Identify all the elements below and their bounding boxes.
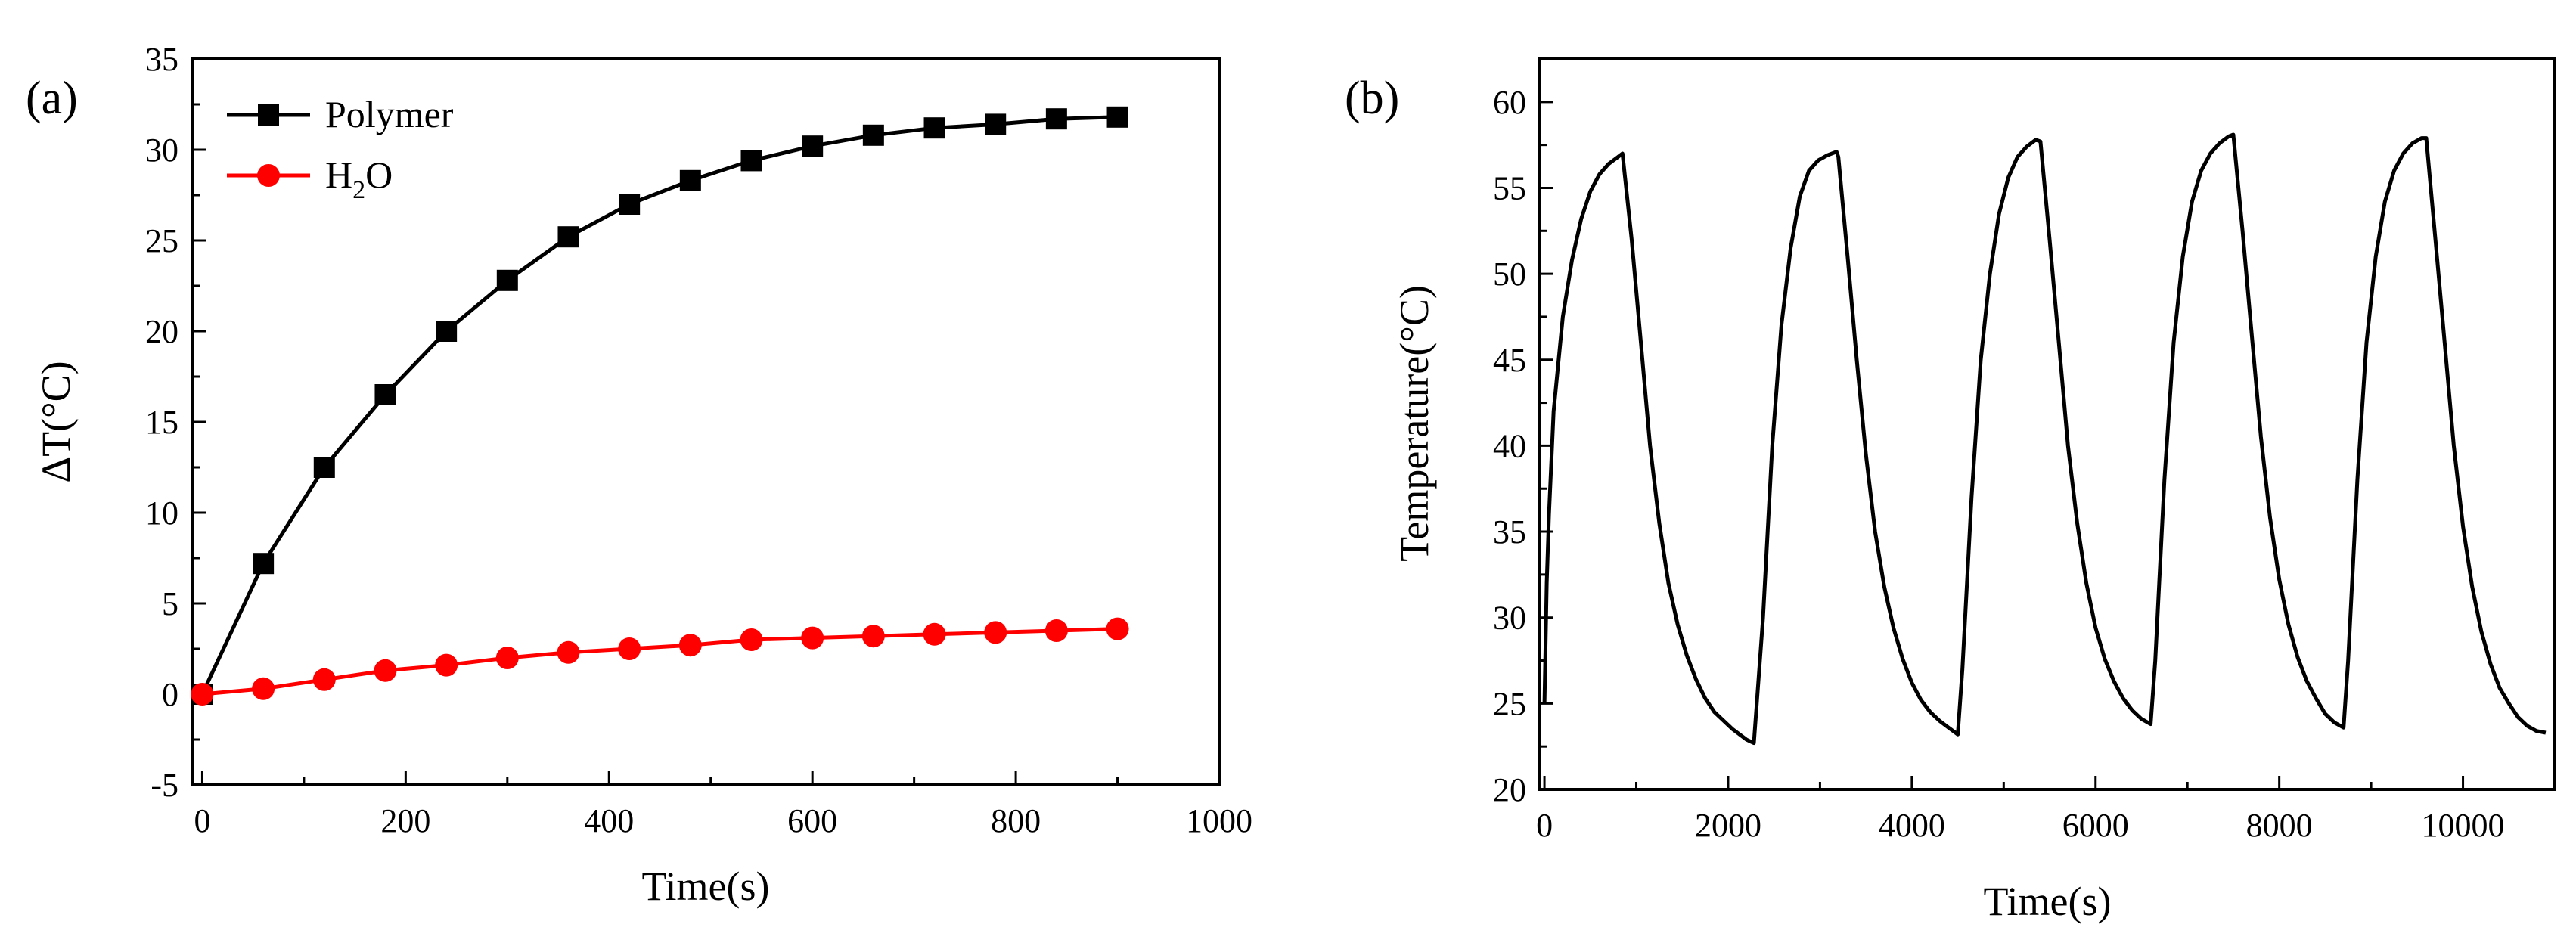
panel-a-label: (a) <box>26 73 78 124</box>
data-point-polymer <box>923 117 945 139</box>
x-tick-label: 4000 <box>1879 807 1945 844</box>
y-tick-label: 35 <box>1493 513 1526 550</box>
data-point-polymer <box>496 269 518 291</box>
x-tick-label: 400 <box>584 802 634 839</box>
x-tick-label: 10000 <box>2422 807 2505 844</box>
legend-label-h2o-main: H <box>325 154 352 196</box>
legend-marker-h2o <box>257 164 280 187</box>
x-tick-label: 200 <box>380 802 430 839</box>
y-tick-label: 60 <box>1493 84 1526 121</box>
data-point-polymer <box>374 384 396 405</box>
data-point-h2o <box>618 637 641 660</box>
data-point-h2o <box>923 622 946 646</box>
y-tick-label: 25 <box>145 222 178 259</box>
data-point-h2o <box>435 653 458 677</box>
data-point-h2o <box>801 626 824 650</box>
data-point-polymer <box>679 169 701 191</box>
series-line-polymer <box>200 115 1118 696</box>
y-tick-label: 35 <box>145 41 178 78</box>
data-point-polymer <box>619 194 641 215</box>
data-point-h2o <box>861 625 885 648</box>
panel-b-y-axis-label: Temperature(°C) <box>1392 285 1437 562</box>
legend-label-h2o: H2O <box>325 154 393 204</box>
y-tick-label: 20 <box>145 313 178 350</box>
y-tick-label: 55 <box>1493 169 1526 206</box>
data-point-h2o <box>1106 617 1129 640</box>
y-tick-label: 50 <box>1493 256 1526 293</box>
data-point-polymer <box>436 321 458 342</box>
x-tick-label: 0 <box>194 802 210 839</box>
panel-a-x-axis-label: Time(s) <box>641 864 769 909</box>
y-tick-label: 30 <box>1493 600 1526 637</box>
y-tick-label: 25 <box>1493 685 1526 722</box>
legend-marker-polymer <box>258 104 279 126</box>
y-tick-label: 15 <box>145 404 178 441</box>
legend-label-h2o-subscript: 2 <box>352 176 365 204</box>
data-point-polymer <box>802 135 824 157</box>
panel-b-label: (b) <box>1345 73 1399 124</box>
x-tick-label: 0 <box>1536 807 1553 844</box>
y-tick-label: 30 <box>145 132 178 169</box>
y-tick-label: 10 <box>145 495 178 532</box>
series-line-temperature <box>1542 132 2547 746</box>
x-tick-label: 800 <box>991 802 1041 839</box>
x-tick-label: 2000 <box>1695 807 1761 844</box>
x-tick-label: 6000 <box>2062 807 2129 844</box>
y-tick-label: -5 <box>151 767 178 804</box>
y-tick-label: 45 <box>1493 342 1526 379</box>
data-point-h2o <box>1044 619 1068 642</box>
series-line-h2o <box>202 627 1118 696</box>
data-point-polymer <box>253 553 275 575</box>
panel-a-y-axis-label: ΔT(°C) <box>33 361 79 482</box>
data-point-polymer <box>557 226 579 248</box>
panel-a-chart: (a) 0 200 400 600 800 1000 -5 0 5 10 15 20 25 30 35 Po… <box>26 41 1252 909</box>
panel-b-plot-frame <box>1538 57 2556 791</box>
panel-b-x-axis-label: Time(s) <box>1983 879 2111 924</box>
data-point-polymer <box>313 457 335 478</box>
data-point-polymer <box>862 124 884 146</box>
x-tick-label: 8000 <box>2246 807 2313 844</box>
data-point-h2o <box>312 668 336 691</box>
data-point-polymer <box>1045 108 1067 130</box>
data-point-h2o <box>374 659 397 682</box>
y-tick-label: 40 <box>1493 427 1526 464</box>
data-point-h2o <box>557 640 580 664</box>
legend-label-polymer: Polymer <box>325 93 454 135</box>
data-point-h2o <box>984 621 1007 644</box>
data-point-polymer <box>1106 106 1128 128</box>
data-point-h2o <box>191 683 214 706</box>
x-tick-label: 600 <box>787 802 837 839</box>
panel-a-legend: Polymer H2O <box>227 93 454 204</box>
data-point-h2o <box>740 628 763 651</box>
legend-label-h2o-tail: O <box>365 154 393 196</box>
data-point-h2o <box>678 634 702 657</box>
x-tick-label: 1000 <box>1186 802 1252 839</box>
panel-b-chart: (b) 0 2000 4000 6000 8000 10000 20 25 30 35 40 45 50… <box>1345 57 2556 924</box>
y-tick-label: 5 <box>162 585 178 622</box>
y-tick-label: 20 <box>1493 771 1526 808</box>
data-point-polymer <box>740 150 762 172</box>
data-point-h2o <box>252 677 275 700</box>
y-tick-label: 0 <box>162 676 178 713</box>
data-point-polymer <box>985 113 1007 135</box>
data-point-h2o <box>495 647 519 669</box>
